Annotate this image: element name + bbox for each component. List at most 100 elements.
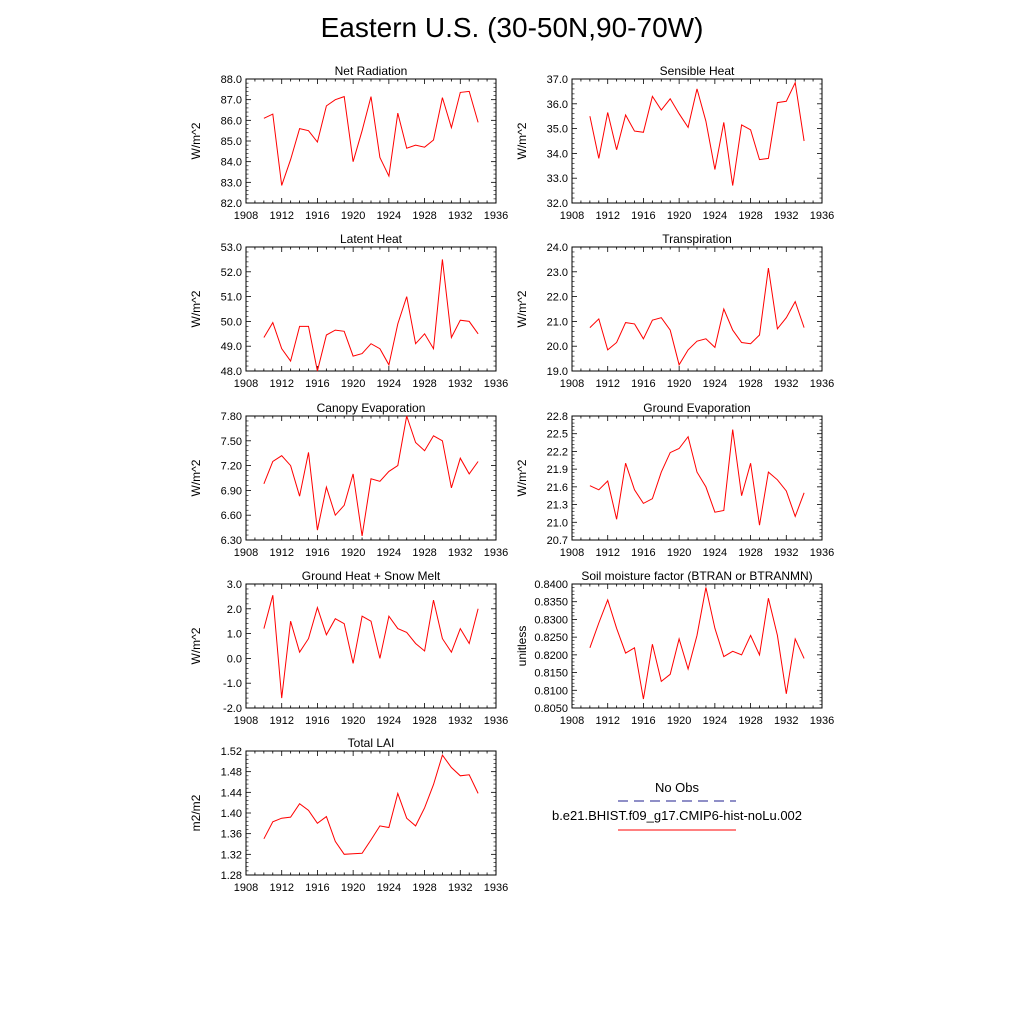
panel-transpiration: 1908 1912 1916 1920 1924 1928 1932 1936 19.0 20.0… xyxy=(515,232,834,390)
x-tick-label: 1912 xyxy=(595,547,619,559)
y-tick-label: 24.0 xyxy=(547,242,568,254)
y-tick-label: 1.28 xyxy=(221,870,242,882)
x-tick-label: 1928 xyxy=(412,715,436,727)
x-tick-label: 1924 xyxy=(377,547,401,559)
y-tick-label: 22.5 xyxy=(547,429,568,441)
x-tick-label: 1932 xyxy=(448,882,472,894)
x-tick-label: 1928 xyxy=(412,547,436,559)
y-axis-label: W/m^2 xyxy=(189,122,203,159)
x-tick-label: 1920 xyxy=(667,715,691,727)
y-tick-label: 2.0 xyxy=(227,604,242,616)
series-line xyxy=(263,259,479,372)
y-tick-label: 0.8350 xyxy=(534,597,568,609)
x-tick-label: 1928 xyxy=(412,210,436,222)
y-tick-label: 83.0 xyxy=(221,177,242,189)
y-tick-label: 22.8 xyxy=(547,411,568,423)
x-tick-label: 1916 xyxy=(305,210,329,222)
x-tick-label: 1932 xyxy=(448,547,472,559)
panel-title: Transpiration xyxy=(662,232,732,246)
plot-frame xyxy=(245,415,497,541)
panel-sensible-heat: 1908 1912 1916 1920 1924 1928 1932 1936 32.0 33.0… xyxy=(515,64,834,222)
plot-frame xyxy=(245,246,497,372)
x-tick-label: 1924 xyxy=(703,378,727,390)
x-tick-label: 1912 xyxy=(595,210,619,222)
x-tick-label: 1932 xyxy=(774,547,798,559)
y-tick-label: 48.0 xyxy=(221,366,242,378)
y-tick-label: 0.0 xyxy=(227,653,242,665)
y-tick-label: 0.8150 xyxy=(534,668,568,680)
panel-title: Latent Heat xyxy=(340,232,403,246)
y-tick-label: 87.0 xyxy=(221,95,242,107)
x-tick-label: 1936 xyxy=(484,547,508,559)
y-tick-label: -1.0 xyxy=(223,678,242,690)
x-tick-label: 1924 xyxy=(703,210,727,222)
y-tick-label: 22.0 xyxy=(547,292,568,304)
x-tick-label: 1936 xyxy=(484,715,508,727)
series-line xyxy=(589,429,805,526)
x-tick-label: 1924 xyxy=(377,715,401,727)
y-tick-label: -2.0 xyxy=(223,703,242,715)
x-tick-label: 1928 xyxy=(412,882,436,894)
y-tick-label: 35.0 xyxy=(547,124,568,136)
y-tick-label: 1.44 xyxy=(221,787,242,799)
legend-entry-no-obs: No Obs xyxy=(655,780,700,795)
figure-title: Eastern U.S. (30-50N,90-70W) xyxy=(320,12,704,43)
x-tick-label: 1920 xyxy=(667,210,691,222)
y-tick-label: 21.3 xyxy=(547,500,568,512)
plot-frame xyxy=(245,583,497,709)
panel-title: Net Radiation xyxy=(335,64,408,78)
x-tick-label: 1912 xyxy=(269,378,293,390)
x-tick-label: 1924 xyxy=(377,882,401,894)
y-tick-label: 0.8400 xyxy=(534,579,568,591)
y-tick-label: 3.0 xyxy=(227,579,242,591)
y-tick-label: 0.8100 xyxy=(534,685,568,697)
series-line xyxy=(589,587,805,700)
y-tick-label: 22.2 xyxy=(547,446,568,458)
y-tick-label: 50.0 xyxy=(221,316,242,328)
x-tick-label: 1908 xyxy=(234,378,258,390)
y-tick-label: 7.50 xyxy=(221,436,242,448)
y-tick-label: 52.0 xyxy=(221,267,242,279)
legend: No Obs b.e21.BHIST.f09_g17.CMIP6-hist-no… xyxy=(552,780,802,831)
x-tick-label: 1916 xyxy=(631,715,655,727)
y-tick-label: 6.90 xyxy=(221,485,242,497)
y-tick-label: 85.0 xyxy=(221,136,242,148)
x-tick-label: 1928 xyxy=(412,378,436,390)
x-tick-label: 1924 xyxy=(703,715,727,727)
x-tick-label: 1928 xyxy=(738,547,762,559)
x-tick-label: 1936 xyxy=(810,715,834,727)
y-tick-label: 7.80 xyxy=(221,411,242,423)
panel-title: Ground Heat + Snow Melt xyxy=(302,569,441,583)
plot-frame xyxy=(245,750,497,876)
series-line xyxy=(263,595,479,699)
series-line xyxy=(263,753,479,855)
y-tick-label: 49.0 xyxy=(221,341,242,353)
series-line xyxy=(263,90,479,186)
x-tick-label: 1912 xyxy=(269,547,293,559)
panel-title: Ground Evaporation xyxy=(643,401,750,415)
panel-canopy-evaporation: 1908 1912 1916 1920 1924 1928 1932 1936 6.30 6.60… xyxy=(189,401,508,559)
y-tick-label: 7.20 xyxy=(221,461,242,473)
series-line xyxy=(589,268,805,367)
x-tick-label: 1924 xyxy=(377,210,401,222)
x-tick-label: 1912 xyxy=(595,715,619,727)
x-tick-label: 1920 xyxy=(667,378,691,390)
y-axis-label: m2/m2 xyxy=(189,794,203,831)
y-tick-label: 1.52 xyxy=(221,746,242,758)
x-tick-label: 1908 xyxy=(234,882,258,894)
x-tick-label: 1920 xyxy=(341,715,365,727)
panels-group: 1908 1912 1916 1920 1924 1928 1932 1936 82.0 83.0… xyxy=(189,64,834,894)
plot-frame xyxy=(571,246,823,372)
y-tick-label: 1.40 xyxy=(221,808,242,820)
x-tick-label: 1936 xyxy=(484,210,508,222)
panel-latent-heat: 1908 1912 1916 1920 1924 1928 1932 1936 48.0 49.0… xyxy=(189,232,508,390)
y-tick-label: 21.6 xyxy=(547,482,568,494)
panel-title: Sensible Heat xyxy=(660,64,735,78)
y-tick-label: 0.8250 xyxy=(534,632,568,644)
y-tick-label: 0.8200 xyxy=(534,650,568,662)
panel-title: Canopy Evaporation xyxy=(317,401,426,415)
y-tick-label: 82.0 xyxy=(221,198,242,210)
x-tick-label: 1924 xyxy=(703,547,727,559)
y-tick-label: 36.0 xyxy=(547,99,568,111)
